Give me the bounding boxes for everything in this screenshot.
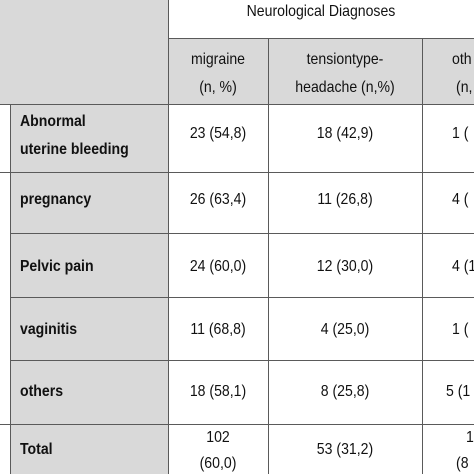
total-tension: 53 (31,2) — [316, 441, 374, 458]
row-label: Abnormal — [20, 113, 86, 130]
group-header-cell — [168, 0, 474, 38]
cell-other: 1 ( — [452, 321, 469, 338]
cell-other: 1 ( — [452, 125, 469, 142]
col-header-tension-line2: headache (n,%) — [295, 79, 395, 96]
cell-tension: 12 (30,0) — [316, 258, 374, 275]
rule-row-4 — [10, 360, 474, 361]
cell-other: 4 (1 — [452, 258, 474, 275]
col-header-other-line1: oth — [452, 51, 472, 68]
rule-group-header — [168, 38, 474, 39]
row-label: pregnancy — [20, 191, 92, 208]
cell-migraine: 24 (60,0) — [189, 258, 247, 275]
rule-row-5 — [0, 424, 474, 425]
cell-tension: 8 (25,8) — [320, 383, 370, 400]
col-header-migraine-line2: (n, %) — [199, 79, 237, 96]
col-header-tension-line1: tensiontype- — [306, 51, 384, 68]
cell-tension: 18 (42,9) — [316, 125, 374, 142]
total-other-line1: 1 — [466, 429, 474, 446]
col-header-other-line2: (n, — [456, 79, 473, 96]
row-label-column — [10, 104, 168, 474]
row-label: others — [20, 383, 64, 400]
cell-other: 4 ( — [452, 191, 469, 208]
rule-row-2 — [10, 233, 474, 234]
total-label: Total — [20, 441, 53, 458]
rule-row-1 — [0, 172, 474, 173]
total-migraine-line2: (60,0) — [199, 455, 237, 472]
group-header: Neurological Diagnoses — [246, 3, 396, 20]
rule-left — [10, 104, 11, 474]
cell-other: 5 (1 — [446, 383, 471, 400]
row-label: Pelvic pain — [20, 258, 94, 275]
cell-migraine: 23 (54,8) — [189, 125, 247, 142]
cell-tension: 4 (25,0) — [320, 321, 370, 338]
rule-row-3 — [10, 297, 474, 298]
row-label: vaginitis — [20, 321, 78, 338]
cell-migraine: 26 (63,4) — [189, 191, 247, 208]
total-other-line2: (8 — [456, 455, 469, 472]
rule-label — [168, 0, 169, 474]
cell-tension: 11 (26,8) — [317, 191, 373, 208]
row-label: uterine bleeding — [20, 141, 129, 158]
rule-col-1 — [268, 38, 269, 474]
rule-header — [0, 104, 474, 105]
total-migraine-line1: 102 — [206, 429, 230, 446]
col-header-migraine-line1: migraine — [190, 51, 245, 68]
rule-col-2 — [422, 38, 423, 474]
cell-migraine: 18 (58,1) — [189, 383, 247, 400]
cell-migraine: 11 (68,8) — [190, 321, 246, 338]
